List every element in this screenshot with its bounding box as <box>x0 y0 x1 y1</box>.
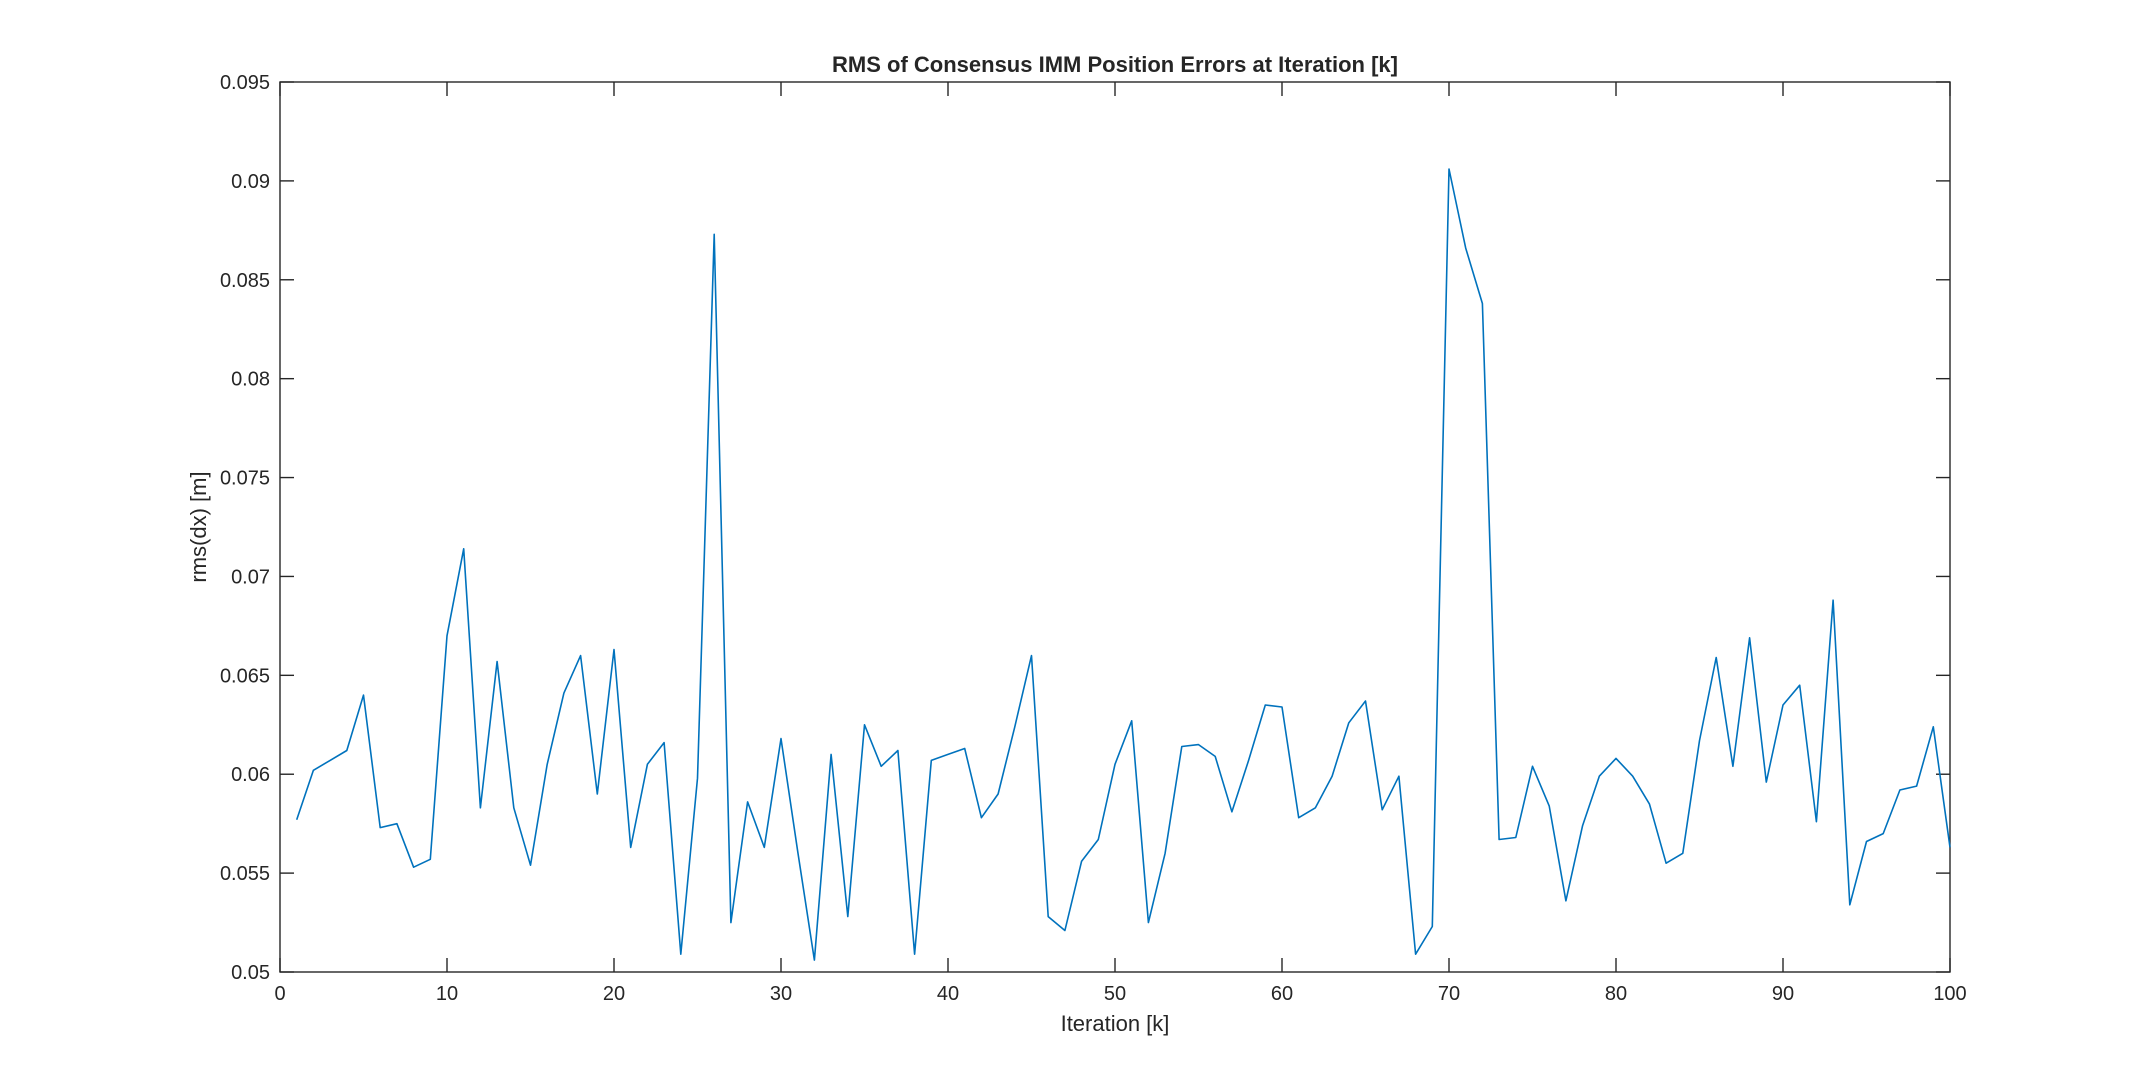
y-tick-label: 0.075 <box>220 468 270 490</box>
series-group <box>295 168 1951 961</box>
x-axis-label: Iteration [k] <box>1061 1011 1170 1036</box>
y-tick-label: 0.065 <box>220 665 270 687</box>
y-tick-label: 0.055 <box>220 863 270 885</box>
x-tick-label: 40 <box>937 983 959 1005</box>
y-tick-label: 0.05 <box>231 962 270 984</box>
y-tick-label: 0.095 <box>220 72 270 94</box>
y-axis-ticks: 0.05 0.055 0.06 0.065 0.07 0.075 0.08 0.085 0.09… <box>220 72 1950 984</box>
chart-title: RMS of Consensus IMM Position Errors at … <box>832 52 1398 77</box>
y-tick-label: 0.085 <box>220 270 270 292</box>
x-tick-label: 80 <box>1605 983 1627 1005</box>
x-tick-label: 90 <box>1772 983 1794 1005</box>
x-tick-label: 50 <box>1104 983 1126 1005</box>
x-tick-label: 100 <box>1933 983 1966 1005</box>
y-tick-label: 0.08 <box>231 369 270 391</box>
series-line <box>295 168 1951 961</box>
y-tick-label: 0.09 <box>231 171 270 193</box>
x-tick-label: 70 <box>1438 983 1460 1005</box>
x-tick-label: 0 <box>274 983 285 1005</box>
y-axis-label: rms(dx) [m] <box>186 471 211 582</box>
x-tick-label: 10 <box>436 983 458 1005</box>
y-tick-label: 0.07 <box>231 566 270 588</box>
x-tick-label: 60 <box>1271 983 1293 1005</box>
x-tick-label: 30 <box>770 983 792 1005</box>
x-axis-ticks: 0 10 20 30 40 50 60 70 80 90 100 <box>274 82 1967 1005</box>
y-tick-label: 0.06 <box>231 764 270 786</box>
x-tick-label: 20 <box>603 983 625 1005</box>
